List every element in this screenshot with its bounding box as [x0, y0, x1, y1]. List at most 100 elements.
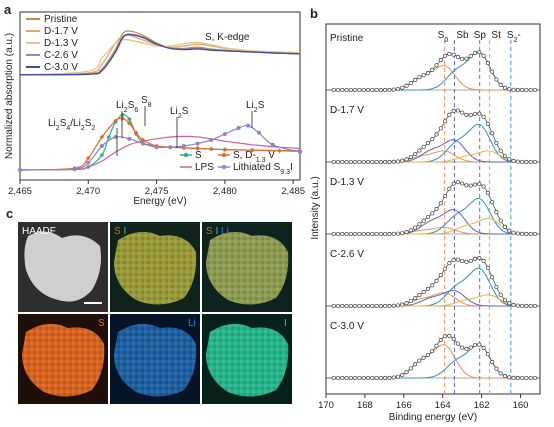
xps-data-point	[490, 131, 495, 136]
xps-data-point	[331, 375, 336, 381]
xanes-top-series-line	[19, 38, 301, 76]
xps-fit-envelope	[326, 181, 540, 235]
xps-data-point	[524, 303, 529, 309]
legend-top-entry: C-2.6 V	[44, 50, 78, 61]
xps-data-point	[417, 75, 422, 80]
xps-data-point	[451, 336, 456, 341]
text-part: 0	[444, 37, 448, 44]
xps-data-point	[353, 231, 358, 237]
panel-a-x-ticks: 2,465 2,470 2,475 2,480 2,485	[8, 180, 305, 197]
xps-data-point	[365, 375, 371, 381]
xps-data-point	[344, 159, 349, 165]
xps-fit-component	[326, 123, 540, 163]
xps-data-point	[507, 87, 512, 92]
xps-data-point	[413, 152, 418, 157]
xps-data-point	[485, 121, 490, 126]
xps-data-point	[391, 231, 396, 236]
panel-b-x-tick-label: 170	[318, 400, 334, 411]
ann-sub: 2	[81, 125, 85, 132]
xps-data-point	[391, 375, 396, 380]
xps-data-point	[532, 87, 537, 93]
xps-data-point	[374, 303, 379, 309]
legend-bottom-entry: Lithiated S9.3I	[233, 162, 293, 176]
xanes-top-series-line	[19, 33, 301, 76]
xps-data-point	[365, 159, 371, 165]
xanes-bottom-point	[298, 150, 302, 154]
xps-data-point	[340, 375, 345, 381]
xanes-bottom-point	[99, 134, 105, 140]
xanes-bottom-point	[72, 166, 77, 171]
panel-a-x-tick-label: 2,465	[8, 186, 32, 197]
xps-fit-envelope	[326, 109, 540, 163]
xps-data-point	[494, 140, 499, 145]
xps-data-point	[460, 110, 465, 115]
xps-data-point	[498, 82, 503, 87]
xps-data-point	[417, 358, 422, 363]
xps-data-point	[357, 303, 362, 309]
map-label-haadf: HAADF	[22, 226, 56, 237]
xps-data-point	[404, 301, 409, 306]
xps-data-point	[378, 159, 383, 165]
xps-data-point	[387, 375, 392, 380]
xanes-bottom-point	[106, 135, 111, 139]
xps-data-point	[331, 87, 336, 93]
ann-part: Li	[246, 100, 254, 111]
xps-data-point	[438, 273, 443, 278]
legend-bottom-entry: LPS	[195, 162, 214, 173]
xps-data-point	[455, 341, 460, 346]
xps-data-point	[365, 303, 371, 309]
annotation-li2s-a: Li2S	[170, 106, 189, 120]
xps-data-point	[370, 375, 375, 381]
panel-a-title: S, K-edge	[205, 32, 250, 43]
xps-data-point	[520, 303, 525, 308]
xps-data-point	[408, 155, 413, 160]
xps-data-point	[498, 148, 503, 153]
xps-data-point	[353, 87, 358, 93]
panel-b-frame	[325, 23, 541, 395]
xps-data-point	[494, 284, 499, 289]
xps-data-point	[434, 132, 439, 137]
xps-data-point	[421, 355, 426, 360]
xps-data-point	[455, 180, 460, 185]
xps-data-point	[485, 61, 490, 66]
map-label-s-i-li: S I Li	[206, 226, 229, 237]
xps-data-point	[400, 372, 405, 378]
xps-data-point	[421, 289, 426, 294]
xps-spectrum-label: C-2.6 V	[330, 249, 364, 260]
xanes-bottom-point	[154, 145, 159, 150]
xps-data-point	[408, 80, 413, 86]
xanes-bottom-point	[100, 153, 104, 157]
xps-data-point	[524, 231, 529, 237]
annotation-li2s6: Li2S6	[116, 100, 138, 114]
xps-data-point	[481, 184, 486, 189]
xps-data-point	[400, 85, 405, 90]
xanes-bottom-point	[208, 146, 214, 152]
text-part: S	[507, 30, 514, 41]
xps-data-point	[425, 70, 430, 76]
panel-c-maps: HAADF S I S I Li S Li I	[18, 222, 292, 404]
xps-data-point	[447, 261, 452, 266]
xps-data-point	[438, 338, 443, 343]
xps-data-point	[485, 190, 490, 195]
xps-data-point	[532, 159, 537, 165]
ann-part: S	[182, 106, 189, 117]
xps-data-point	[468, 112, 473, 118]
xps-data-point	[383, 231, 388, 237]
xps-data-point	[391, 303, 396, 308]
map-s-texture	[22, 323, 105, 397]
panel-b-x-tick-label: 166	[396, 400, 412, 411]
xps-data-point	[481, 258, 486, 263]
panel-letter-b: b	[310, 6, 318, 21]
xps-data-point	[340, 231, 345, 237]
xps-spectrum-label: D-1.7 V	[330, 105, 364, 116]
xps-data-point	[511, 302, 516, 307]
xps-data-point	[387, 159, 392, 164]
map-li-texture	[114, 323, 197, 397]
xps-data-point	[460, 56, 465, 61]
xps-data-point	[528, 87, 533, 93]
xps-data-point	[524, 87, 529, 93]
xps-data-point	[468, 183, 473, 188]
xps-data-point	[507, 375, 512, 380]
